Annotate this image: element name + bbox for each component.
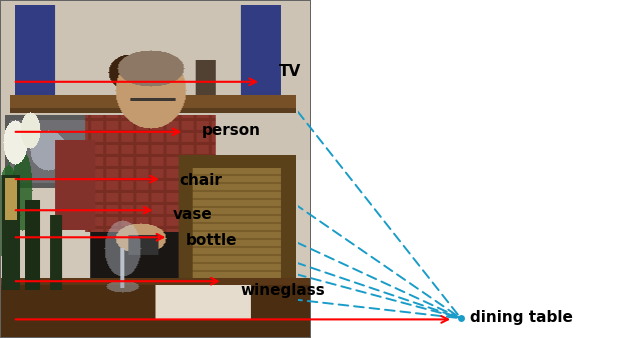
Text: vase: vase <box>173 207 212 222</box>
Text: TV: TV <box>278 64 301 79</box>
Text: dining table: dining table <box>470 310 573 325</box>
Text: chair: chair <box>179 173 222 188</box>
Text: person: person <box>202 123 260 138</box>
Text: bottle: bottle <box>186 233 237 248</box>
Text: wineglass: wineglass <box>240 283 324 298</box>
